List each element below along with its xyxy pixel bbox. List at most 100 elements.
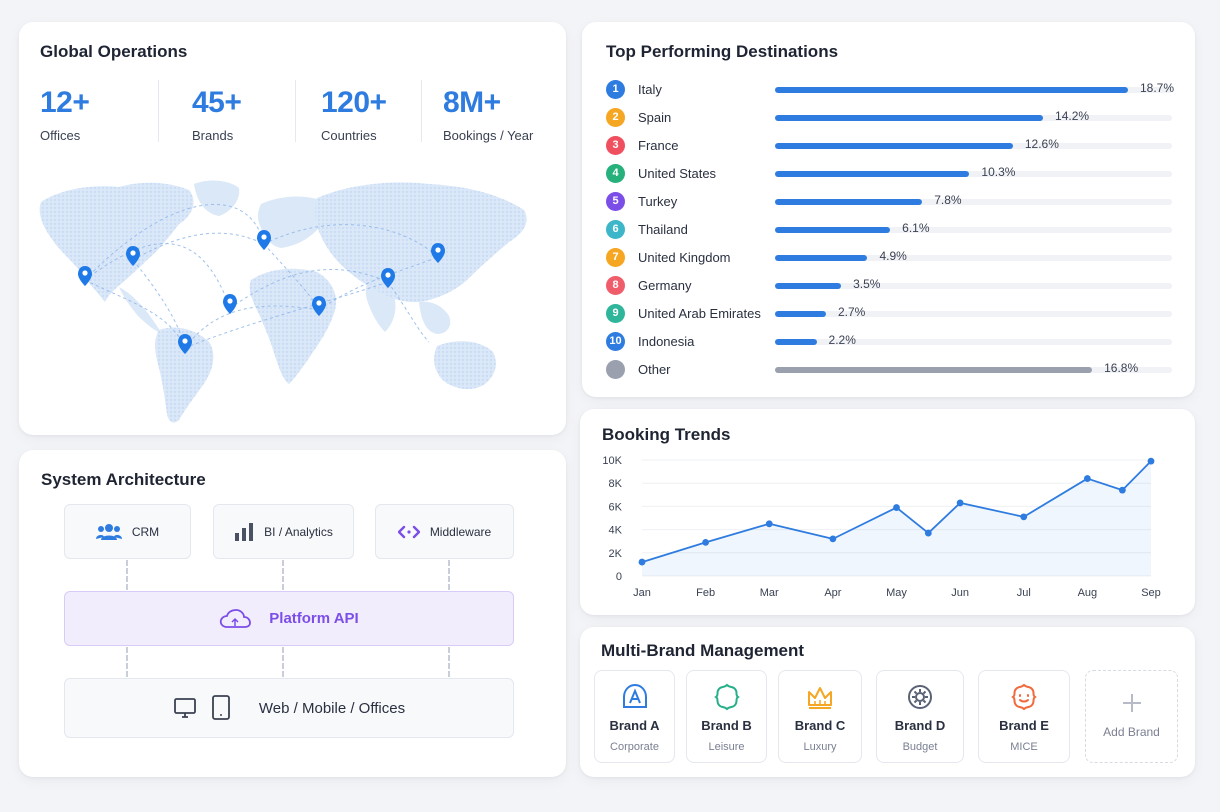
brand-card-e[interactable]: Brand E MICE (978, 670, 1070, 763)
x-tick-label: Apr (824, 587, 841, 599)
data-point (1118, 486, 1126, 494)
location-pin-icon[interactable] (381, 268, 395, 288)
series-area (642, 461, 1151, 576)
destination-row[interactable]: 8 Germany 3.5% (606, 276, 1176, 296)
destination-bar-track (775, 143, 1172, 149)
destination-row[interactable]: 6 Thailand 6.1% (606, 220, 1176, 240)
x-tick-label: Jan (633, 587, 651, 599)
y-tick-label: 10K (602, 455, 622, 467)
rank-badge (606, 360, 625, 379)
connector-line (282, 560, 284, 590)
location-pin-icon[interactable] (431, 243, 445, 263)
destination-bar-track (775, 171, 1172, 177)
destination-percent: 2.7% (837, 305, 866, 319)
rank-badge: 1 (606, 80, 625, 99)
destination-bar (775, 283, 842, 289)
destination-bar-track (775, 199, 1172, 205)
destination-name: Germany (638, 278, 692, 293)
location-pin-icon[interactable] (257, 230, 271, 250)
destination-row[interactable]: 2 Spain 14.2% (606, 108, 1176, 128)
arch-middleware-box[interactable]: Middleware (375, 504, 514, 559)
crown-icon (808, 687, 832, 709)
rank-badge: 3 (606, 136, 625, 155)
destination-bar (775, 199, 923, 205)
world-map (39, 180, 527, 423)
brand-card-c[interactable]: Brand C Luxury (778, 670, 862, 763)
multi-brand-card: Multi-Brand Management Brand A Corporate… (580, 627, 1195, 777)
destination-percent: 4.9% (879, 249, 907, 263)
brand-card-b[interactable]: Brand B Leisure (686, 670, 767, 763)
destination-row[interactable]: 3 France 12.6% (606, 136, 1176, 156)
add-brand-label: Add Brand (1103, 725, 1160, 739)
destination-bar (775, 311, 826, 317)
bar-chart-icon (235, 522, 254, 541)
destination-name: United Arab Emirates (638, 306, 761, 321)
location-pin-icon[interactable] (78, 266, 92, 286)
location-pin-icon[interactable] (312, 296, 326, 316)
stat-label: Bookings / Year (443, 128, 534, 143)
destination-row[interactable]: 10 Indonesia 2.2% (606, 332, 1176, 352)
multi-brand-title: Multi-Brand Management (601, 641, 805, 660)
stat-value: 120+ (321, 86, 387, 119)
tablet-icon (212, 695, 230, 720)
rank-badge: 7 (606, 248, 625, 267)
destination-bar-track (775, 227, 1172, 233)
arch-bi-label: BI / Analytics (264, 524, 333, 539)
destination-bar-track (775, 255, 1172, 261)
continents-dot-texture (39, 182, 527, 423)
destination-name: Other (638, 362, 671, 377)
cloud-icon (220, 608, 252, 628)
global-operations-title: Global Operations (40, 42, 188, 61)
add-brand-button[interactable]: Add Brand (1085, 670, 1178, 763)
rank-badge: 9 (606, 304, 625, 323)
x-tick-label: Mar (760, 587, 779, 599)
arch-crm-box[interactable]: CRM (64, 504, 191, 559)
destination-bar (775, 115, 1044, 121)
brand-name: Brand A (609, 718, 660, 733)
destination-row[interactable]: 1 Italy 18.7% (606, 80, 1176, 100)
brand-type: Corporate (610, 741, 659, 753)
data-point (638, 558, 646, 566)
x-tick-label: Aug (1078, 587, 1098, 599)
clients-label: Web / Mobile / Offices (258, 699, 406, 717)
destination-bar-track (775, 339, 1172, 345)
star-badge-icon (1011, 683, 1037, 711)
destination-row[interactable]: Other 16.8% (606, 360, 1176, 380)
data-point (1147, 457, 1155, 465)
top-destinations-card: Top Performing Destinations 1 Italy 18.7% 2… (582, 22, 1195, 397)
connector-line (448, 647, 450, 677)
arch-bi-analytics-box[interactable]: BI / Analytics (213, 504, 354, 559)
platform-api-box[interactable]: Platform API (64, 591, 514, 646)
rank-badge: 10 (606, 332, 625, 351)
destination-percent: 10.3% (981, 165, 1016, 179)
flower-badge-icon (713, 683, 740, 711)
x-tick-label: Jul (1017, 587, 1031, 599)
location-pin-icon[interactable] (223, 294, 237, 314)
brand-card-d[interactable]: Brand D Budget (876, 670, 964, 763)
brand-name: Brand C (794, 718, 846, 733)
top-destinations-title: Top Performing Destinations (606, 42, 839, 61)
brand-name: Brand B (701, 718, 752, 733)
x-tick-label: May (886, 587, 907, 599)
data-point (893, 504, 900, 511)
y-tick-label: 8K (609, 478, 623, 490)
destination-bar-track (775, 283, 1172, 289)
brand-card-a[interactable]: Brand A Corporate (594, 670, 675, 763)
destination-percent: 16.8% (1104, 361, 1139, 375)
rank-badge: 5 (606, 192, 625, 211)
stat-divider (295, 80, 296, 142)
destination-row[interactable]: 7 United Kingdom 4.9% (606, 248, 1176, 268)
y-tick-label: 2K (609, 548, 623, 560)
connector-line (448, 560, 450, 590)
location-pin-icon[interactable] (126, 246, 140, 266)
destination-row[interactable]: 9 United Arab Emirates 2.7% (606, 304, 1176, 324)
destination-row[interactable]: 4 United States 10.3% (606, 164, 1176, 184)
data-point (924, 529, 932, 537)
location-pin-icon[interactable] (178, 334, 192, 354)
clients-box[interactable]: Web / Mobile / Offices (64, 678, 514, 738)
platform-api-label: Platform API (269, 610, 359, 627)
booking-trends-chart: 10K 8K 6K 4K 2K 0 Jan Feb Mar Apr May Jun Jul Aug Sep (602, 455, 1160, 599)
stat-brands: 45+ Brands (192, 86, 242, 143)
destination-row[interactable]: 5 Turkey 7.8% (606, 192, 1176, 212)
data-point (1020, 513, 1028, 521)
